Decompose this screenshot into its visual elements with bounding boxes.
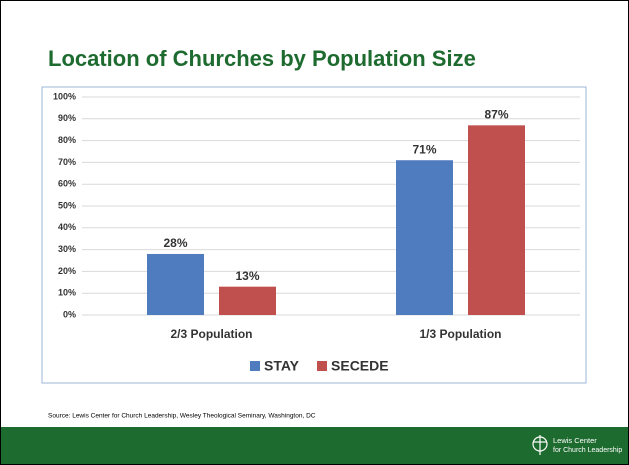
bar [468,125,525,315]
legend-swatch [317,361,328,371]
x-tick-label: 2/3 Population [170,327,252,341]
y-tick-label: 100% [53,91,76,101]
source-note: Source: Lewis Center for Church Leadersh… [48,413,316,420]
y-tick-label: 60% [58,179,76,189]
logo-text: Lewis Center [553,436,597,445]
bar [147,253,204,315]
bar [219,286,276,315]
legend-swatch [250,361,260,371]
data-label: 87% [484,108,508,122]
y-tick-label: 0% [63,309,76,319]
y-tick-label: 70% [58,157,76,167]
data-label: 71% [412,142,436,156]
chart-title: Location of Churches by Population Size [48,46,476,71]
bar [396,160,453,315]
legend-label: STAY [264,358,300,374]
y-tick-label: 20% [58,266,76,276]
y-tick-label: 10% [58,288,76,298]
y-tick-label: 90% [58,113,76,123]
legend-label: SECEDE [331,358,389,374]
footer-bar [1,427,628,464]
logo-text: for Church Leadership [553,447,622,454]
y-tick-label: 50% [58,200,76,210]
y-tick-label: 40% [58,222,76,232]
x-tick-label: 1/3 Population [419,327,501,341]
data-label: 13% [235,269,259,283]
chart-frame [41,86,587,384]
data-label: 28% [163,236,187,250]
y-tick-label: 80% [58,135,76,145]
y-tick-label: 30% [58,244,76,254]
logo: Lewis Center for Church Leadership [532,435,622,455]
